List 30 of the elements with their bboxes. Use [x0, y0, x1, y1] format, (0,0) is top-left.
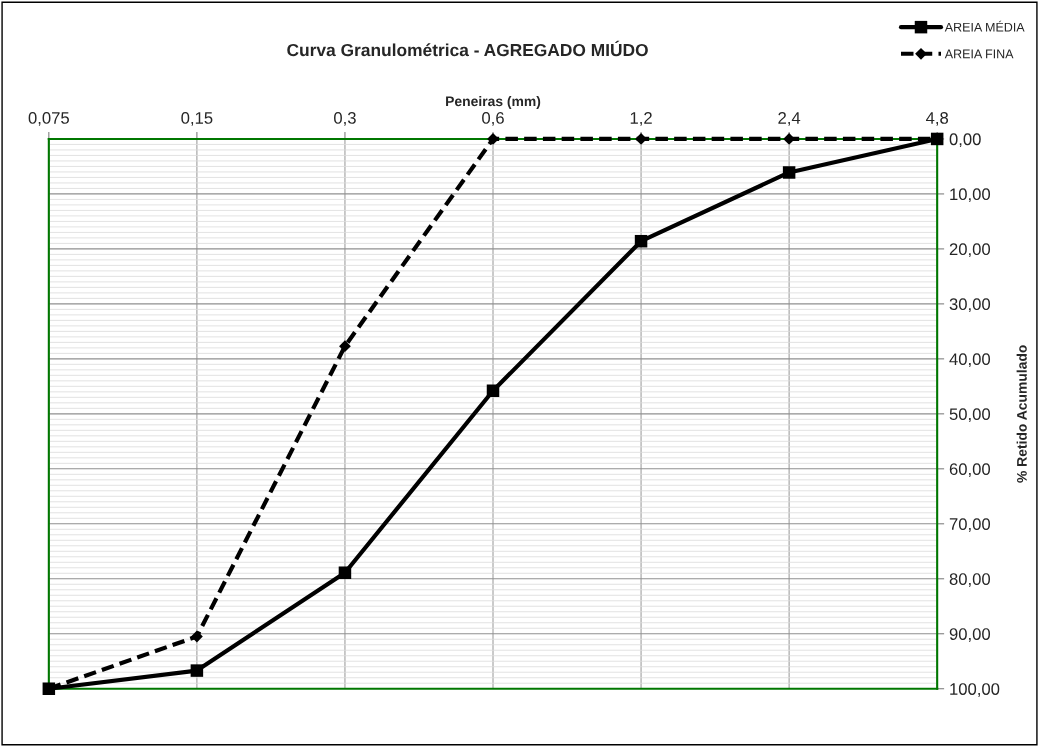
y-tick-label: 50,00: [949, 408, 991, 423]
y-tick-label: 20,00: [949, 243, 991, 258]
x-tick-label: 0,075: [28, 112, 69, 126]
y-axis-title: % Retido Acumulado: [1016, 345, 1027, 483]
x-tick-label: 0,3: [334, 112, 356, 126]
point: [190, 664, 204, 677]
y-tick-label: 0,00: [949, 133, 981, 148]
x-axis-title: Peneiras (mm): [446, 95, 541, 109]
y-tick-label: 30,00: [949, 298, 991, 313]
chart-title: Curva Granulométrica - AGREGADO MIÚDO: [287, 40, 648, 57]
x-tick-label: 4,8: [925, 112, 949, 126]
x-tick-label: 1,2: [630, 112, 652, 126]
point: [191, 630, 203, 643]
y-tick-label: 70,00: [949, 518, 991, 532]
x-tick-label: 2,4: [778, 112, 801, 126]
point: [338, 566, 352, 579]
y-tick-label: 80,00: [949, 573, 991, 587]
y-tick-label: 10,00: [950, 188, 991, 203]
y-tick-label: 90,00: [949, 628, 991, 642]
point: [782, 166, 796, 179]
y-tick-label: 100,00: [950, 683, 1000, 697]
legend-label: AREIA FINA: [944, 49, 1014, 59]
x-tick-label: 0,6: [482, 112, 504, 126]
point: [339, 340, 351, 353]
y-tick-label: 60,00: [949, 463, 991, 477]
point: [486, 384, 500, 397]
legend-label: AREIA MÉDIA: [944, 20, 1025, 32]
x-tick-label: 0,15: [181, 112, 213, 126]
y-tick-label: 40,00: [949, 353, 991, 368]
point: [634, 234, 648, 248]
